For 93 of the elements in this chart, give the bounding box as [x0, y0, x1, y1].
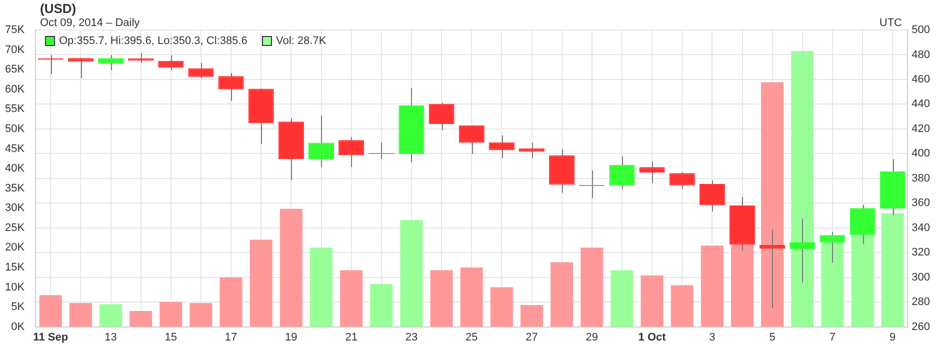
y2-tick-label: 300 [912, 271, 930, 284]
x-tick-label: 23 [405, 331, 418, 344]
bar [610, 270, 634, 327]
bar [640, 275, 664, 327]
y2-tick-label: 340 [912, 222, 930, 234]
bar [520, 305, 544, 327]
y2-tick-label: 380 [912, 172, 930, 184]
x-tick-label: 29 [586, 331, 598, 344]
candlestick [669, 172, 695, 190]
y2-tick-label: 480 [912, 48, 930, 61]
x-tick-label: 19 [285, 331, 298, 344]
y-tick-label: 15K [4, 261, 26, 274]
bar [791, 50, 814, 327]
bar [430, 270, 453, 327]
x-tick-label: 17 [224, 331, 238, 344]
x-tick-label: 3 [709, 331, 716, 344]
y2-tick-label: 280 [912, 296, 930, 308]
y-tick-label: 45K [4, 142, 26, 155]
candlestick [188, 62, 214, 79]
bar [160, 302, 182, 327]
bar [310, 248, 333, 327]
candlestick [338, 136, 364, 168]
y-tick-label: 50K [4, 122, 26, 135]
y-tick-label: 65K [4, 64, 26, 76]
y2-tick-label: 400 [912, 148, 930, 160]
bar [220, 277, 242, 327]
candlestick [458, 124, 484, 155]
bar [670, 285, 694, 327]
bar [490, 287, 513, 327]
y-tick-label: 0K [11, 320, 26, 333]
chart-title: (USD) [40, 1, 76, 16]
bar [370, 284, 393, 327]
candlestick [639, 161, 665, 184]
chart-subtitle: Oct 09, 2014 – Daily [40, 17, 140, 29]
x-tick-label: 1 Oct [638, 331, 666, 344]
x-tick-label: 21 [345, 331, 358, 344]
annotation: Op:355.7, Hi:395.6, Lo:350.3, Cl:385.6 [59, 35, 248, 47]
y2-tick-label: 360 [912, 197, 930, 210]
candlestick [428, 102, 454, 131]
candlestick [368, 142, 395, 160]
candlestick [68, 57, 94, 79]
x-tick-label: 11 Sep [33, 331, 68, 344]
bar [580, 248, 604, 327]
candlestick [609, 156, 635, 190]
annotation: Vol: 28.7K [276, 35, 326, 47]
candlestick [158, 54, 184, 71]
candlestick [760, 228, 786, 309]
y2-tick-label: 260 [912, 320, 930, 333]
candlestick [578, 170, 606, 198]
bar [881, 213, 904, 327]
bar [99, 304, 122, 327]
bar [130, 310, 152, 327]
y-tick-label: 5K [11, 301, 26, 314]
bar [39, 295, 62, 327]
y2-tick-label: 420 [912, 122, 930, 135]
candlestick [308, 114, 334, 168]
bar [400, 220, 423, 327]
candlestick [790, 218, 816, 284]
bar [250, 240, 272, 327]
candlestick [488, 134, 514, 159]
y-tick-label: 10K [4, 281, 26, 294]
bar [700, 246, 724, 327]
y-tick-label: 20K [4, 242, 26, 254]
bar [280, 208, 302, 327]
y2-tick-label: 460 [912, 74, 930, 86]
candlestick [699, 180, 725, 212]
candlestick [218, 72, 244, 102]
y-tick-label: 70K [4, 44, 26, 56]
y-tick-label: 35K [4, 182, 26, 194]
y2-tick-label: 440 [912, 98, 930, 110]
y-tick-label: 30K [4, 202, 26, 214]
bar [460, 267, 483, 327]
x-tick-label: 7 [829, 331, 836, 344]
bar [761, 82, 784, 327]
y-tick-label: 55K [4, 103, 26, 116]
text: UTC [879, 17, 902, 29]
bar [340, 270, 363, 327]
y-tick-label: 40K [4, 162, 26, 175]
y2-tick-label: 320 [912, 246, 930, 259]
bar [69, 303, 92, 327]
x-tick-label: 5 [769, 331, 776, 344]
x-tick-label: 15 [164, 331, 178, 344]
x-tick-label: 13 [104, 331, 117, 344]
y-tick-label: 60K [4, 83, 26, 96]
bar [550, 262, 574, 327]
y-tick-label: 75K [4, 24, 26, 36]
x-tick-label: 9 [890, 331, 896, 344]
x-tick-label: 25 [465, 331, 478, 344]
x-tick-label: 27 [526, 331, 538, 344]
y2-tick-label: 500 [912, 24, 930, 36]
y-tick-label: 25K [4, 222, 26, 234]
candlestick [98, 54, 124, 71]
bar [190, 303, 212, 327]
